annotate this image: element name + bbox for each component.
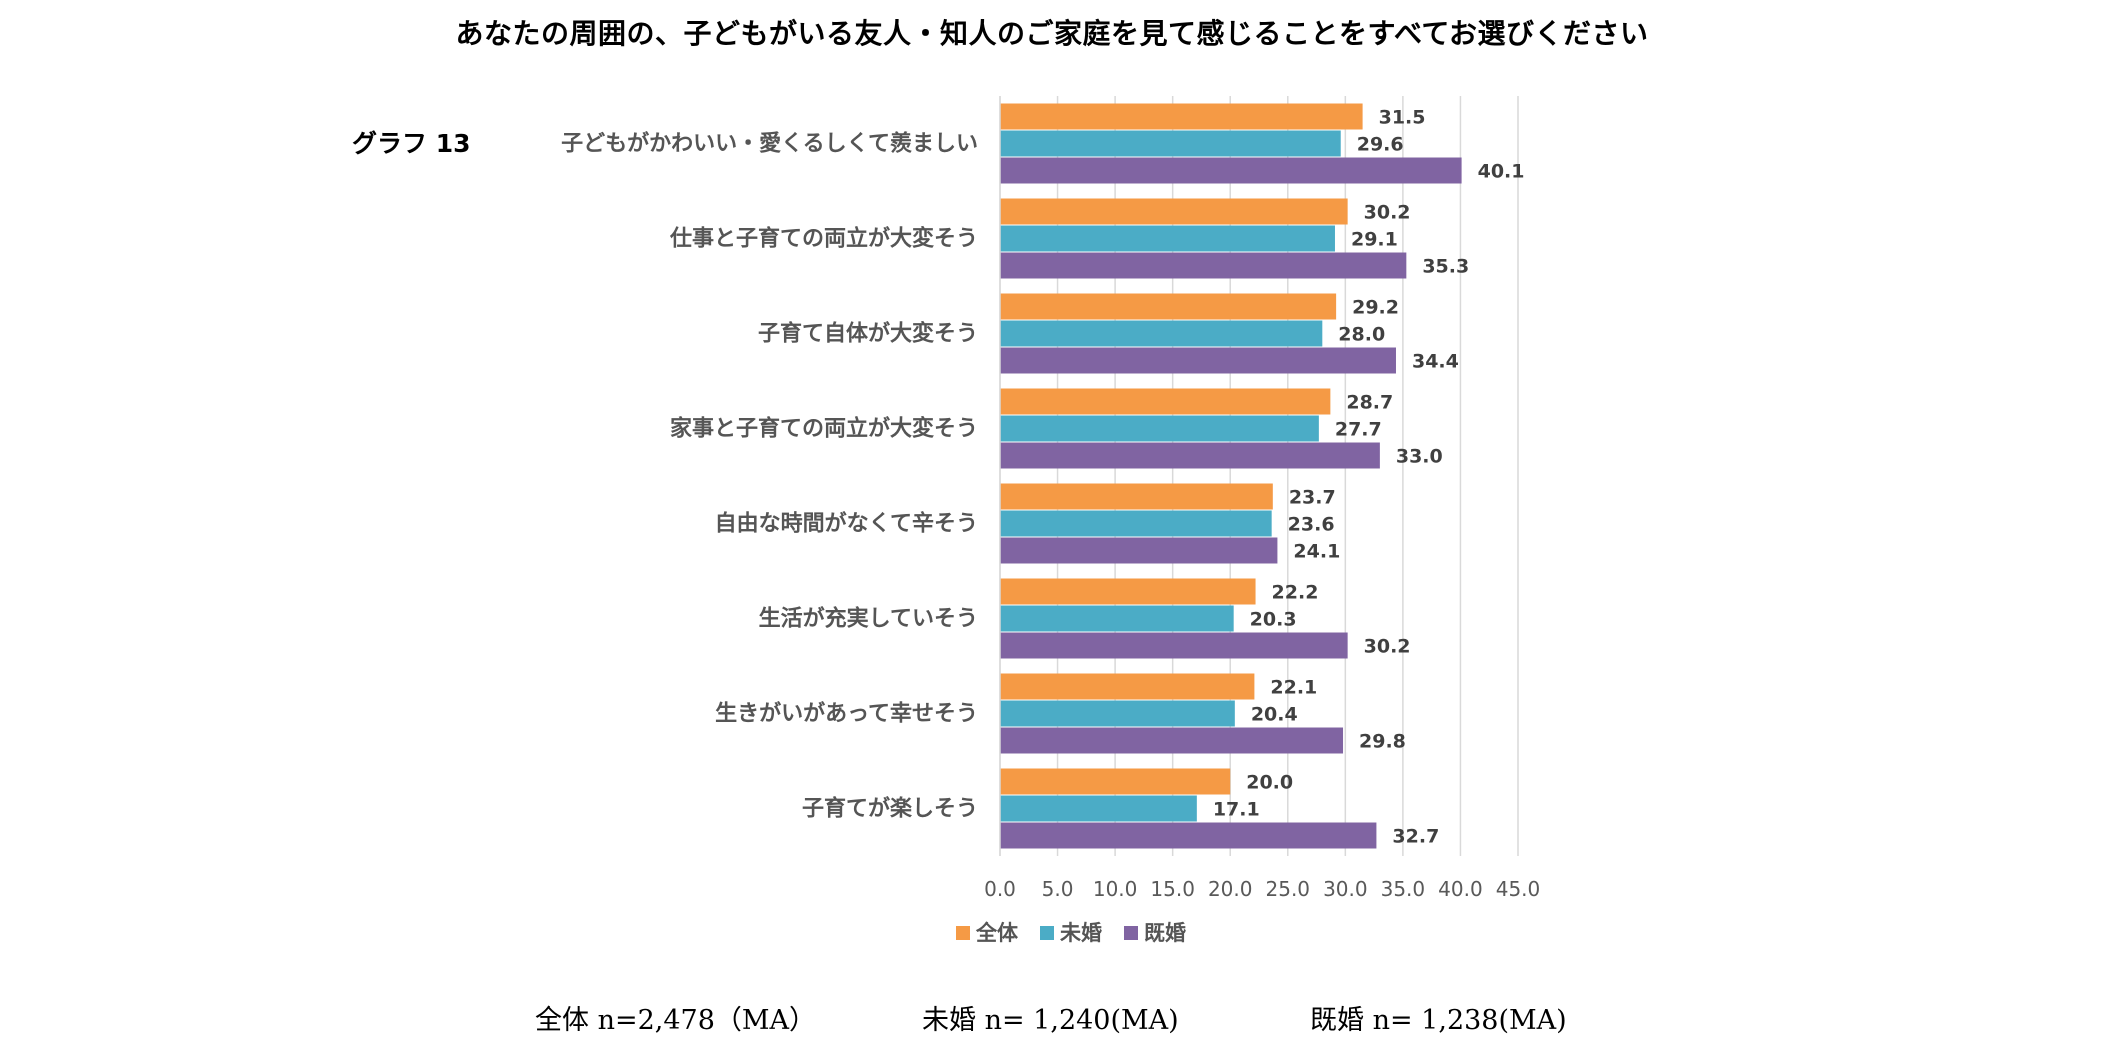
- bar-kikon: [1000, 347, 1396, 374]
- bar-kikon: [1000, 252, 1407, 279]
- value-label: 28.0: [1338, 324, 1385, 346]
- bar-mikon: [1000, 795, 1197, 822]
- bar-kikon: [1000, 157, 1462, 184]
- bar-kikon: [1000, 822, 1377, 849]
- bar-mikon: [1000, 320, 1323, 347]
- bar-kikon: [1000, 442, 1380, 469]
- bar-zentai: [1000, 293, 1337, 320]
- legend-swatch-zentai: [956, 926, 970, 940]
- value-label: 29.6: [1357, 134, 1404, 156]
- category-label: 子育てが楽しそう: [802, 796, 978, 822]
- x-tick-label: 30.0: [1323, 877, 1368, 901]
- value-label: 30.2: [1364, 636, 1411, 658]
- value-label: 22.2: [1272, 582, 1319, 604]
- x-tick-label: 40.0: [1438, 877, 1483, 901]
- x-tick-label: 10.0: [1093, 877, 1138, 901]
- x-tick-label: 45.0: [1496, 877, 1541, 901]
- category-label: 子どもがかわいい・愛くるしくて羨ましい: [561, 131, 978, 157]
- bar-zentai: [1000, 198, 1348, 225]
- bar-chart: 0.0 5.0 10.0 15.0 20.0 25.0 30.0 35.0 40.0 45.0 子ど…: [561, 96, 1541, 945]
- value-label: 34.4: [1412, 351, 1459, 373]
- x-tick-label: 20.0: [1208, 877, 1253, 901]
- bar-zentai: [1000, 388, 1331, 415]
- value-label: 20.0: [1246, 772, 1293, 794]
- chart-title: あなたの周囲の、子どもがいる友人・知人のご家庭を見て感じることをすべてお選びくだ…: [455, 17, 1649, 50]
- category-label: 自由な時間がなくて辛そう: [715, 511, 978, 537]
- category-label: 生活が充実していそう: [759, 606, 978, 632]
- value-label: 28.7: [1346, 392, 1393, 414]
- value-label: 32.7: [1392, 826, 1439, 848]
- category-label: 家事と子育ての両立が大変そう: [670, 416, 978, 442]
- bar-mikon: [1000, 225, 1335, 252]
- bar-zentai: [1000, 578, 1256, 605]
- legend-swatch-mikon: [1040, 926, 1054, 940]
- bar-zentai: [1000, 768, 1231, 795]
- bar-mikon: [1000, 510, 1272, 537]
- category-label: 生きがいがあって幸せそう: [715, 701, 978, 727]
- footer-sample-zentai: 全体 n=2,478（MA）: [535, 1005, 817, 1036]
- graph-number-label: グラフ 13: [352, 129, 471, 158]
- value-label: 29.8: [1359, 731, 1406, 753]
- bar-kikon: [1000, 537, 1278, 564]
- bar-mikon: [1000, 605, 1234, 632]
- bar-kikon: [1000, 727, 1344, 754]
- value-label: 30.2: [1364, 202, 1411, 224]
- value-label: 24.1: [1293, 541, 1340, 563]
- value-label: 29.1: [1351, 229, 1398, 251]
- x-tick-label: 35.0: [1381, 877, 1426, 901]
- x-tick-label: 0.0: [984, 877, 1016, 901]
- legend-label-zentai: 全体: [975, 921, 1019, 945]
- category-label: 仕事と子育ての両立が大変そう: [669, 226, 978, 252]
- bar-mikon: [1000, 700, 1235, 727]
- bar-mikon: [1000, 130, 1341, 157]
- value-label: 40.1: [1478, 161, 1525, 183]
- x-tick-label: 5.0: [1042, 877, 1074, 901]
- bar-zentai: [1000, 103, 1363, 130]
- x-tick-label: 15.0: [1150, 877, 1195, 901]
- value-label: 27.7: [1335, 419, 1382, 441]
- value-label: 31.5: [1379, 107, 1426, 129]
- value-label: 22.1: [1270, 677, 1317, 699]
- value-label: 17.1: [1213, 799, 1260, 821]
- value-label: 33.0: [1396, 446, 1443, 468]
- bar-mikon: [1000, 415, 1319, 442]
- value-label: 35.3: [1422, 256, 1469, 278]
- bar-kikon: [1000, 632, 1348, 659]
- bar-zentai: [1000, 673, 1255, 700]
- footer-sample-mikon: 未婚 n= 1,240(MA): [922, 1005, 1179, 1036]
- value-label: 23.7: [1289, 487, 1336, 509]
- legend-swatch-kikon: [1124, 926, 1138, 940]
- value-label: 20.4: [1251, 704, 1298, 726]
- bar-zentai: [1000, 483, 1273, 510]
- value-label: 20.3: [1250, 609, 1297, 631]
- x-tick-label: 25.0: [1266, 877, 1311, 901]
- legend-label-mikon: 未婚: [1060, 921, 1102, 945]
- value-label: 23.6: [1288, 514, 1335, 536]
- category-label: 子育て自体が大変そう: [758, 321, 978, 347]
- legend-label-kikon: 既婚: [1144, 921, 1186, 945]
- footer-sample-kikon: 既婚 n= 1,238(MA): [1310, 1005, 1567, 1036]
- value-label: 29.2: [1352, 297, 1399, 319]
